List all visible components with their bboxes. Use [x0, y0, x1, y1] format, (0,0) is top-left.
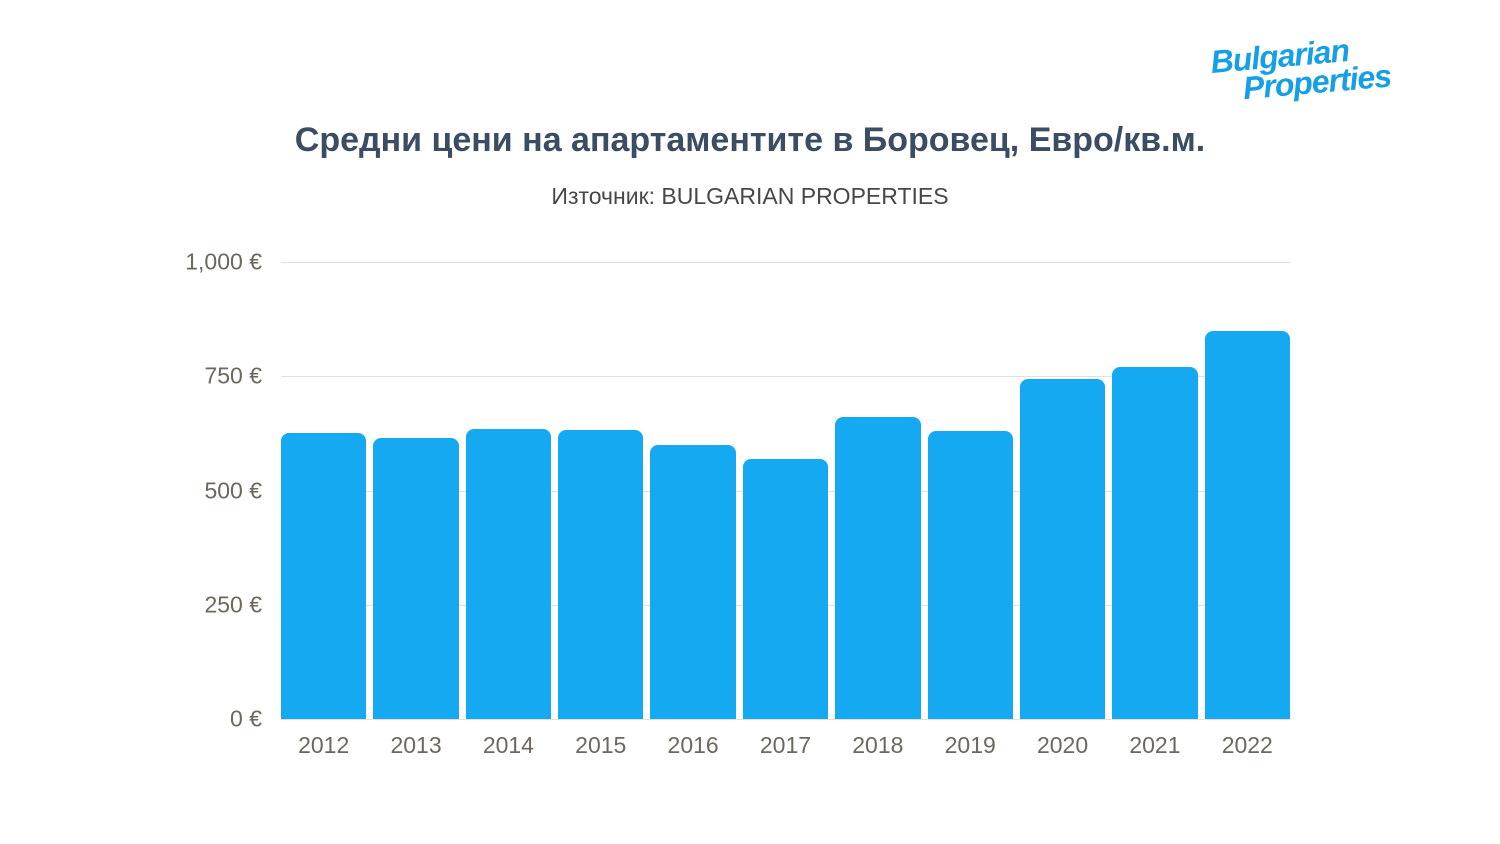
- chart-title: Средни цени на апартаментите в Боровец, …: [294, 121, 1206, 159]
- bar-2020: [1019, 378, 1106, 719]
- brand-logo-line2: Properties: [1241, 57, 1393, 107]
- bar-slot-2015: [558, 262, 644, 719]
- y-axis: 1,000 € 750 € 500 € 250 € 0 €: [150, 249, 262, 732]
- y-tick-label-250: 250 €: [204, 591, 262, 618]
- bar-slot-2012: [281, 262, 367, 719]
- bar-2014: [465, 428, 552, 719]
- x-tick-label-2013: 2013: [390, 732, 442, 758]
- bar-2016: [650, 444, 736, 719]
- x-tick-label-2021: 2021: [1129, 732, 1181, 758]
- bar-slot-2016: [650, 262, 736, 719]
- x-tick-label-2020: 2020: [1036, 732, 1089, 758]
- x-tick-label-2022: 2022: [1221, 732, 1273, 758]
- bar-slot-2013: [373, 262, 459, 719]
- bar-slot-2021: [1112, 262, 1198, 719]
- x-tick-label-2014: 2014: [482, 732, 534, 758]
- bar-2022: [1204, 330, 1290, 719]
- gridline-750: [281, 376, 1290, 378]
- x-axis: 2012 2013 2014 2015 2016 2017 2018 2019 2020 2021…: [281, 732, 1290, 759]
- bar-2015: [558, 430, 644, 719]
- brand-logo: Bulgarian Properties: [1209, 32, 1393, 107]
- x-tick-label-2015: 2015: [575, 732, 627, 758]
- y-tick-label-0: 0 €: [230, 705, 262, 732]
- bar-slot-2020: [1019, 262, 1106, 719]
- gridline-0: [281, 719, 1290, 720]
- bar-2013: [373, 437, 459, 719]
- bar-2017: [742, 458, 829, 719]
- y-tick-label-750: 750 €: [204, 362, 262, 389]
- bar-slot-2014: [465, 262, 552, 719]
- bar-slot-2019: [927, 262, 1013, 719]
- bars: [281, 262, 1290, 719]
- gridline-1000: [281, 262, 1290, 263]
- chart-source: Източник: BULGARIAN PROPERTIES: [551, 183, 949, 209]
- y-tick-label-1000: 1,000 €: [185, 248, 262, 275]
- bar-2021: [1112, 367, 1198, 719]
- x-tick-label-2019: 2019: [944, 732, 996, 758]
- bar-slot-2018: [835, 262, 921, 719]
- y-tick-label-500: 500 €: [204, 477, 262, 503]
- bar-2018: [835, 417, 921, 719]
- x-tick-label-2016: 2016: [667, 732, 719, 758]
- x-tick-label-2017: 2017: [759, 732, 812, 758]
- bar-2019: [927, 431, 1013, 719]
- x-tick-label-2012: 2012: [298, 732, 350, 758]
- x-tick-label-2018: 2018: [852, 732, 904, 758]
- bar-2012: [281, 433, 367, 719]
- bar-slot-2017: [742, 262, 829, 719]
- bar-chart-plot-area: [281, 262, 1290, 720]
- bar-slot-2022: [1204, 262, 1290, 719]
